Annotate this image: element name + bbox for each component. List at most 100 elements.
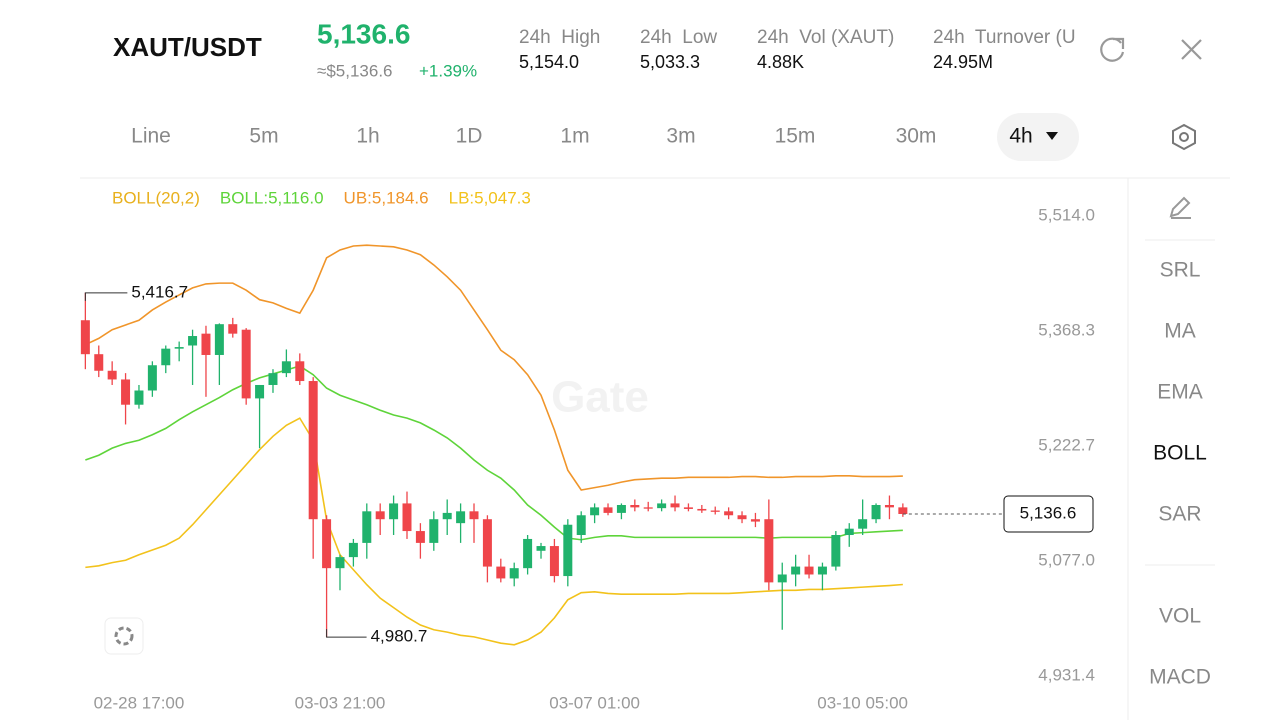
indicator-button[interactable]: SRL: [1160, 259, 1201, 282]
candle-body: [496, 566, 506, 579]
candle-body: [576, 515, 586, 536]
indicator-label: BOLL(20,2): [112, 188, 200, 207]
candle-body: [523, 538, 533, 569]
candle-body: [724, 511, 734, 516]
band-line: [85, 365, 903, 541]
timeframe-tab[interactable]: 1h: [356, 125, 379, 148]
legend-entry: UB:5,184.6: [344, 188, 429, 207]
candle-body: [308, 381, 318, 520]
candle-body: [174, 347, 184, 349]
candle-body: [884, 504, 894, 508]
candle-body: [817, 566, 827, 575]
candle-body: [415, 531, 425, 543]
candle-body: [241, 329, 251, 399]
min-marker-label: 4,980.7: [371, 627, 428, 646]
last-price-box: [1003, 495, 1094, 533]
candle-body: [670, 503, 680, 508]
candle-body: [442, 512, 452, 520]
candle-body: [389, 503, 399, 520]
close-icon[interactable]: [1181, 39, 1202, 60]
chart: BOLL(20,2) BOLL:5,116.0 UB:5,184.6 LB:5,047…: [80, 188, 1095, 712]
candle-body: [201, 333, 211, 355]
candle-body: [268, 373, 278, 385]
indicator-button[interactable]: MACD: [1149, 666, 1211, 689]
y-tick-label: 5,077.0: [1038, 551, 1095, 570]
candle-body: [764, 519, 774, 583]
candle-body: [228, 324, 238, 334]
candle-body: [563, 524, 573, 577]
active-tab-bg: [997, 113, 1079, 161]
y-tick-label: 5,222.7: [1038, 435, 1095, 454]
timeframe-tab[interactable]: Line: [131, 125, 171, 148]
candle-body: [777, 574, 787, 583]
legend-entry: BOLL:5,116.0: [220, 188, 324, 207]
min-marker-line: [326, 629, 367, 638]
stats: 24h High 5,154.0 24h Low 5,033.3 24h Vol…: [519, 27, 1076, 72]
candle-body: [322, 519, 332, 569]
max-marker-label: 5,416.7: [131, 282, 188, 301]
refresh-icon[interactable]: [1100, 37, 1125, 62]
candle-body: [335, 557, 345, 569]
timeframe-tab[interactable]: 1D: [456, 125, 483, 148]
candle-body: [831, 535, 841, 567]
candle-body: [469, 511, 479, 520]
candle-body: [402, 503, 412, 532]
candle-body: [134, 390, 144, 405]
draw-icon[interactable]: [1169, 196, 1191, 219]
indicator-button[interactable]: EMA: [1157, 381, 1203, 404]
stat-label: 24h High: [519, 27, 600, 48]
watermark: Gate: [551, 373, 649, 422]
timeframe-tab[interactable]: 5m: [249, 125, 278, 148]
stat-value: 5,033.3: [640, 52, 700, 72]
timeframe-tab[interactable]: 1m: [560, 125, 589, 148]
candle-body: [94, 354, 104, 371]
candle-body: [750, 519, 760, 522]
band-line: [85, 244, 903, 491]
stat-value: 5,154.0: [519, 52, 579, 72]
candle-body: [509, 568, 519, 579]
timeframe-tab[interactable]: 15m: [775, 125, 816, 148]
candle-body: [281, 361, 291, 374]
timeframe-tab[interactable]: 30m: [896, 125, 937, 148]
candle-body: [898, 507, 908, 514]
indicator-button[interactable]: VOL: [1159, 605, 1201, 628]
sidebar: SRL MA EMA BOLL SAR VOL MACD: [1149, 259, 1211, 689]
dropdown-arrow[interactable]: [1046, 132, 1058, 140]
candle-body: [147, 365, 157, 391]
candle-body: [362, 511, 372, 543]
timeframe-tab[interactable]: 3m: [666, 125, 695, 148]
settings-icon[interactable]: [1172, 123, 1196, 151]
x-tick-label: 03-10 05:00: [817, 693, 908, 712]
last-price-label: 5,136.6: [1020, 503, 1077, 522]
stat-label: 24h Low: [640, 27, 717, 48]
candle-body: [643, 507, 653, 509]
candle-body: [657, 503, 667, 509]
candle-body: [536, 546, 546, 551]
candle-body: [791, 566, 801, 575]
candle-body: [429, 519, 439, 543]
candle-body: [456, 511, 466, 524]
max-marker-line: [84, 292, 128, 301]
candle-body: [295, 361, 305, 382]
legend-entry: LB:5,047.3: [449, 188, 531, 207]
stat-label: 24h Vol (XAUT): [757, 27, 894, 48]
indicator-button[interactable]: SAR: [1158, 503, 1201, 526]
candle-body: [871, 504, 881, 520]
candle-body: [161, 348, 171, 366]
stat-value: 24.95M: [933, 52, 993, 72]
candle-body: [710, 510, 720, 512]
indicator-button[interactable]: MA: [1164, 320, 1196, 343]
indicator-button[interactable]: BOLL: [1153, 442, 1207, 465]
stat-value: 4.88K: [757, 52, 804, 72]
candle-body: [858, 519, 868, 529]
candle-body: [107, 370, 117, 380]
candle-body: [214, 324, 224, 355]
timeframe-tab[interactable]: 4h: [1009, 125, 1032, 148]
y-tick-label: 5,514.0: [1038, 205, 1095, 224]
chart-type-icon[interactable]: [104, 617, 144, 655]
candle-body: [549, 546, 559, 577]
price-approx: ≈$5,136.6: [317, 61, 393, 80]
stat-label: 24h Turnover (U: [933, 27, 1076, 48]
candle-body: [121, 379, 131, 405]
